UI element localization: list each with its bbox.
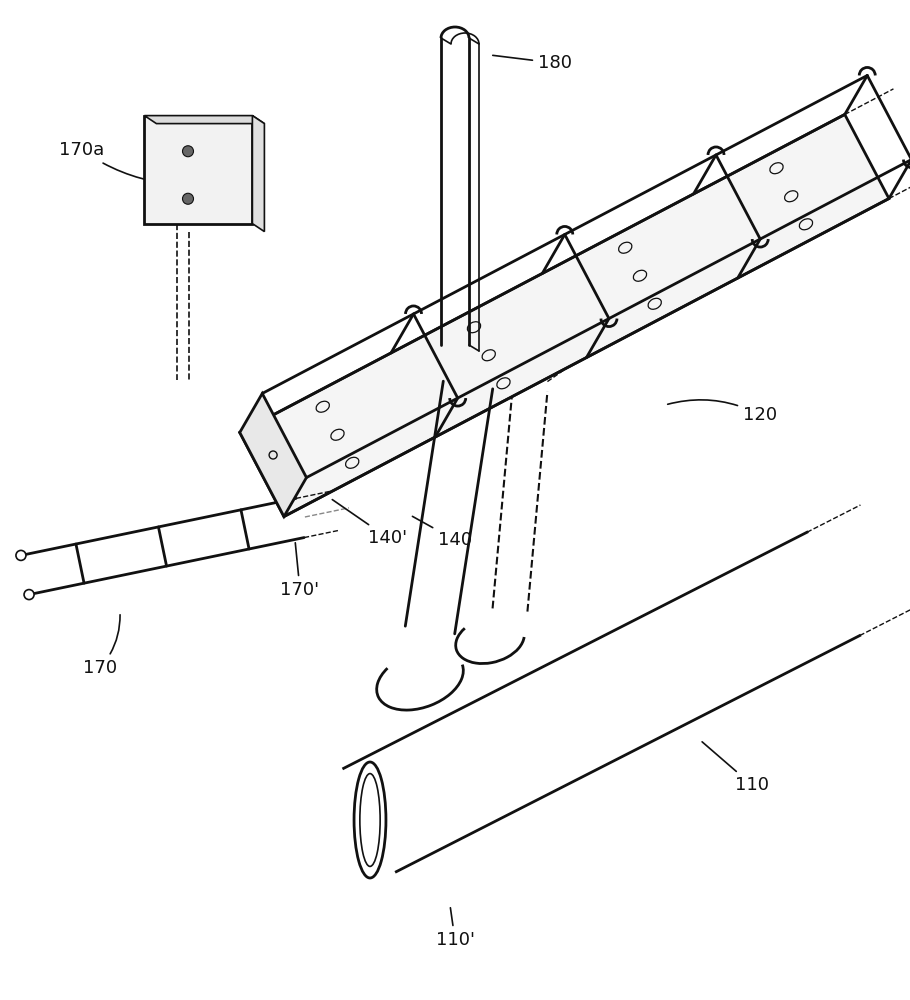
Text: 110: 110 (703, 742, 769, 794)
Polygon shape (239, 393, 307, 517)
Text: 140': 140' (332, 500, 408, 547)
Text: 170: 170 (83, 615, 120, 677)
Ellipse shape (183, 146, 194, 157)
Polygon shape (145, 116, 265, 124)
Text: 110': 110' (436, 908, 474, 949)
Polygon shape (252, 116, 265, 232)
Polygon shape (145, 116, 252, 224)
Text: 170a: 170a (59, 141, 182, 185)
Polygon shape (239, 114, 889, 517)
Ellipse shape (24, 590, 34, 600)
Text: 140: 140 (412, 516, 472, 549)
Text: 120: 120 (668, 400, 777, 424)
Ellipse shape (183, 193, 194, 204)
Text: 170': 170' (280, 543, 319, 599)
Ellipse shape (354, 762, 386, 878)
Ellipse shape (16, 550, 26, 560)
Text: 180: 180 (492, 54, 572, 72)
